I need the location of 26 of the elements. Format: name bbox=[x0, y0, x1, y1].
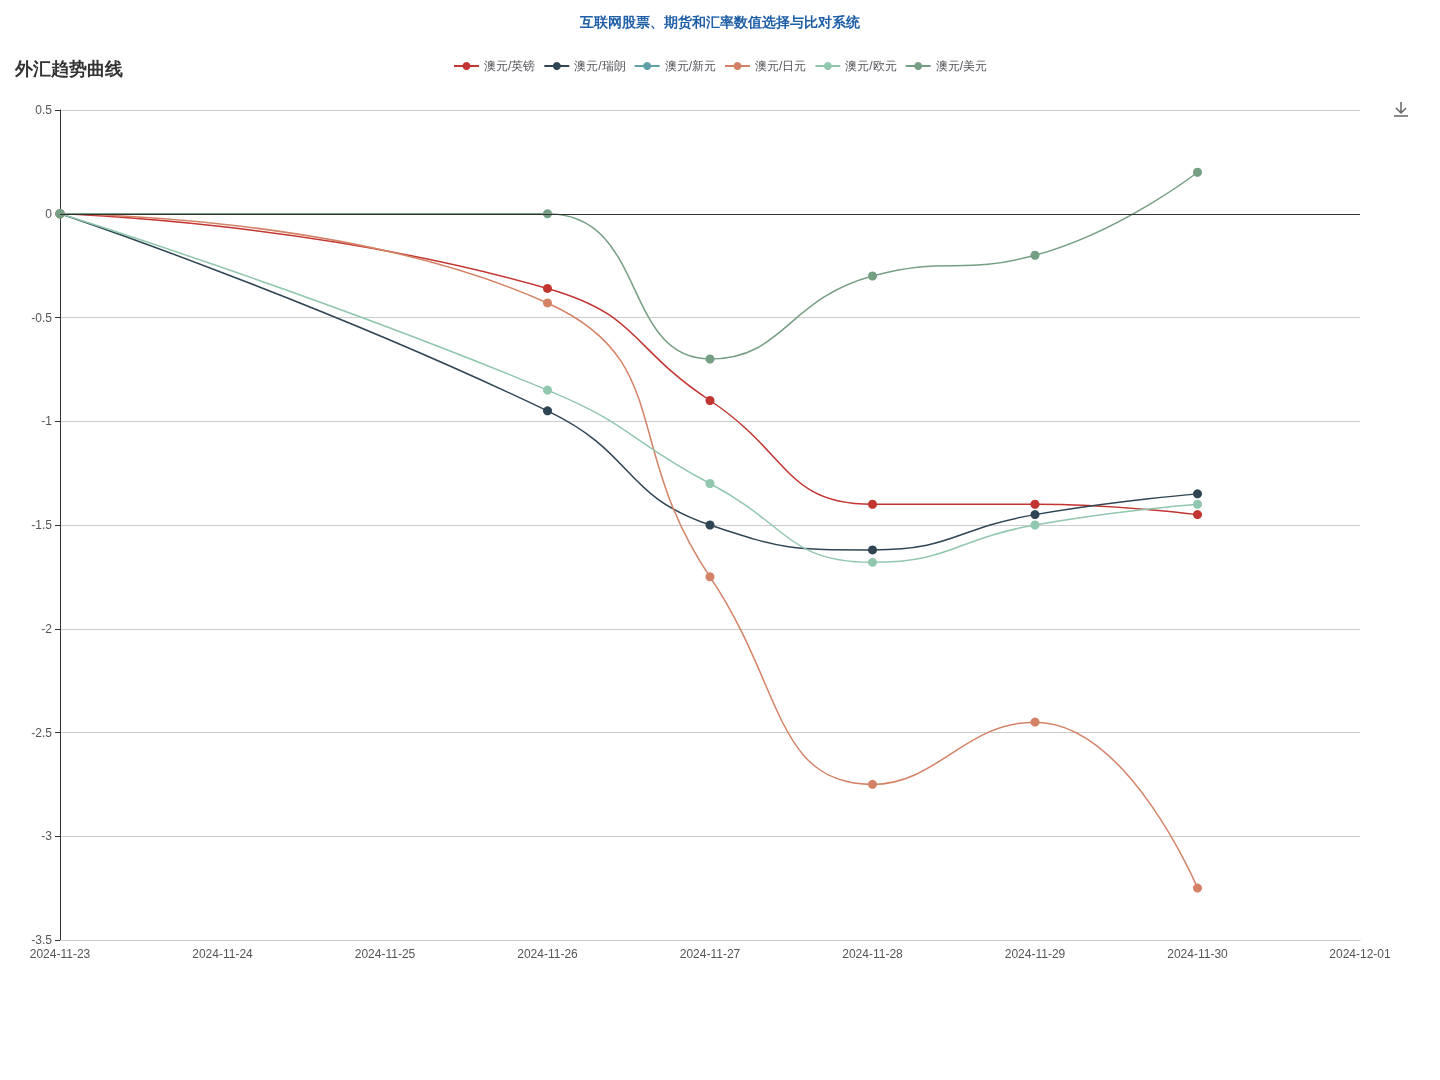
legend-label: 澳元/欧元 bbox=[845, 59, 897, 73]
x-tick-label: 2024-11-28 bbox=[842, 947, 904, 961]
chart-subtitle: 互联网股票、期货和汇率数值选择与比对系统 bbox=[579, 14, 861, 30]
y-tick-label: -1 bbox=[41, 414, 53, 429]
legend-label: 澳元/日元 bbox=[755, 59, 807, 73]
y-tick-label: 0.5 bbox=[35, 103, 53, 117]
legend-label: 澳元/美元 bbox=[935, 59, 988, 73]
y-tick-label: -3.5 bbox=[31, 933, 53, 947]
y-tick-label: -0.5 bbox=[31, 310, 53, 325]
legend-label: 澳元/英镑 bbox=[484, 59, 536, 73]
y-tick-label: -2.5 bbox=[31, 725, 53, 740]
legend-label: 澳元/新元 bbox=[664, 59, 717, 73]
y-tick-label: -2 bbox=[41, 621, 53, 636]
x-tick-label: 2024-11-23 bbox=[29, 947, 91, 961]
x-tick-label: 2024-11-30 bbox=[1167, 947, 1229, 961]
x-tick-label: 2024-11-24 bbox=[192, 947, 254, 961]
x-tick-label: 2024-12-01 bbox=[1329, 947, 1392, 961]
x-tick-label: 2024-11-27 bbox=[679, 947, 741, 961]
chart-title: 外汇趋势曲线 bbox=[14, 59, 123, 79]
x-tick-label: 2024-11-29 bbox=[1004, 947, 1066, 961]
x-tick-label: 2024-11-25 bbox=[354, 947, 416, 961]
legend-label: 澳元/瑞朗 bbox=[574, 59, 626, 73]
y-tick-label: -3 bbox=[41, 829, 53, 844]
x-tick-label: 2024-11-26 bbox=[517, 947, 579, 961]
y-tick-label: -1.5 bbox=[31, 518, 53, 532]
y-tick-label: 0 bbox=[45, 206, 53, 221]
